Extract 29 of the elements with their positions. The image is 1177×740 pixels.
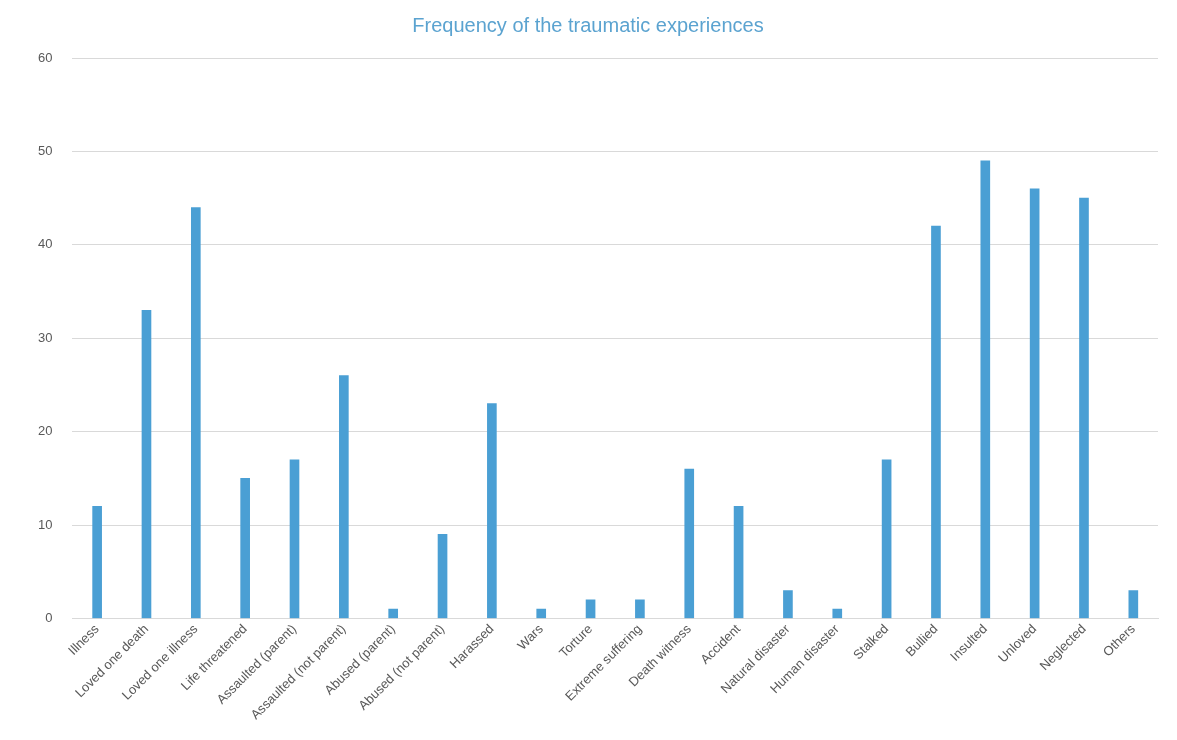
bar <box>881 459 892 619</box>
bar <box>635 599 645 619</box>
bar <box>240 478 250 619</box>
bar <box>437 534 448 619</box>
bar <box>388 608 399 619</box>
bar <box>1079 197 1089 619</box>
y-tick-label: 50 <box>37 143 53 158</box>
y-tick-label: 30 <box>37 329 53 345</box>
y-tick-label: 0 <box>45 610 53 626</box>
bar <box>1029 188 1040 619</box>
bar <box>536 608 547 619</box>
bar <box>931 225 941 619</box>
bar <box>92 506 102 619</box>
bar <box>190 207 201 619</box>
bar <box>141 309 152 619</box>
bar <box>289 459 300 619</box>
y-tick-label: 40 <box>37 236 53 252</box>
y-tick-label: 10 <box>37 516 53 532</box>
y-tick-label: 60 <box>37 49 53 65</box>
bar <box>980 160 991 619</box>
chart-title: Frequency of the traumatic experiences <box>412 13 764 36</box>
bar <box>783 590 793 619</box>
bar <box>487 403 497 619</box>
bar <box>684 468 695 619</box>
bar <box>733 506 744 619</box>
bar <box>832 608 843 619</box>
bar <box>1128 590 1139 619</box>
bar <box>339 375 349 619</box>
y-tick-label: 20 <box>37 423 53 439</box>
